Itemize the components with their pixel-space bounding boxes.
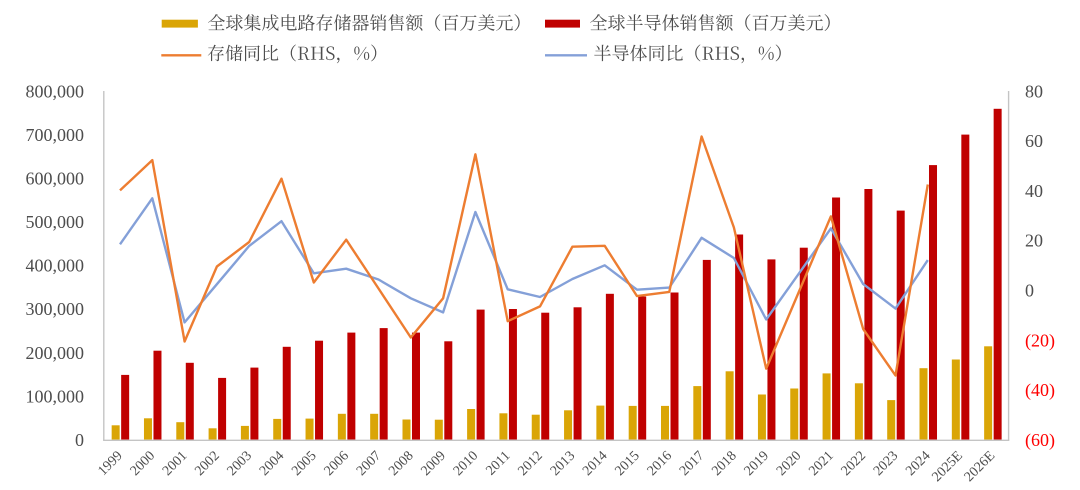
svg-text:300,000: 300,000 (26, 299, 85, 319)
svg-text:100,000: 100,000 (26, 386, 85, 406)
svg-text:80: 80 (1025, 81, 1043, 101)
svg-text:0: 0 (75, 430, 84, 450)
svg-text:(40): (40) (1025, 380, 1055, 401)
svg-text:60: 60 (1025, 131, 1043, 151)
svg-text:800,000: 800,000 (26, 81, 85, 101)
svg-text:400,000: 400,000 (26, 256, 85, 276)
svg-text:40: 40 (1025, 181, 1043, 201)
svg-text:700,000: 700,000 (26, 125, 85, 145)
svg-text:20: 20 (1025, 231, 1043, 251)
svg-text:0: 0 (1025, 281, 1034, 301)
svg-text:500,000: 500,000 (26, 212, 85, 232)
svg-text:(20): (20) (1025, 330, 1055, 351)
svg-text:200,000: 200,000 (26, 343, 85, 363)
svg-text:600,000: 600,000 (26, 169, 85, 189)
svg-text:(60): (60) (1025, 430, 1055, 451)
